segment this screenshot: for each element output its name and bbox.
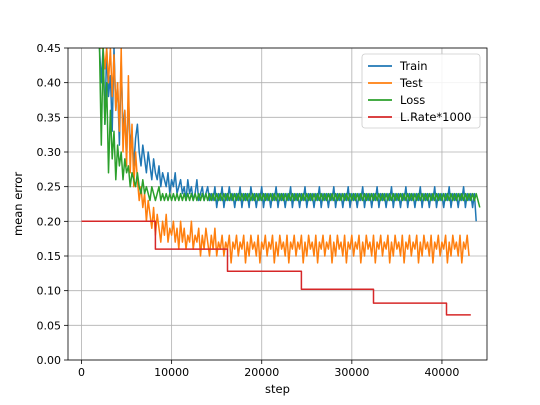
y-tick-label: 0.10 xyxy=(37,285,62,298)
legend-label: Loss xyxy=(400,93,425,107)
series-line-loss xyxy=(98,48,481,208)
y-tick-label: 0.30 xyxy=(37,146,62,159)
series-line-test xyxy=(99,48,470,264)
x-tick-label: 20000 xyxy=(244,366,279,379)
series-layer xyxy=(81,48,481,316)
legend-label: L.Rate*1000 xyxy=(400,110,471,124)
x-tick-label: 0 xyxy=(78,366,85,379)
tick-layer: 0 10000 20000 30000 40000 0.00 0.05 0.10 0.15 0.2… xyxy=(37,42,460,379)
legend: Train Test Loss L.Rate*1000 xyxy=(361,53,481,129)
x-tick-label: 40000 xyxy=(424,366,459,379)
x-axis-label: step xyxy=(265,382,290,396)
y-tick-label: 0.25 xyxy=(37,181,62,194)
legend-box xyxy=(361,53,481,129)
y-tick-label: 0.15 xyxy=(37,250,62,263)
y-tick-label: 0.20 xyxy=(37,215,62,228)
y-tick-label: 0.00 xyxy=(37,354,62,367)
x-tick-label: 30000 xyxy=(334,366,369,379)
legend-label: Test xyxy=(399,76,423,90)
y-tick-label: 0.35 xyxy=(37,111,62,124)
y-tick-label: 0.05 xyxy=(37,319,62,332)
y-tick-label: 0.45 xyxy=(37,42,62,55)
plot-frame xyxy=(67,47,488,361)
y-axis-label: mean error xyxy=(11,172,25,236)
x-tick-label: 10000 xyxy=(154,366,189,379)
y-tick-label: 0.40 xyxy=(37,77,62,90)
legend-label: Train xyxy=(399,59,428,73)
series-line-l-rate-1000 xyxy=(81,220,471,316)
